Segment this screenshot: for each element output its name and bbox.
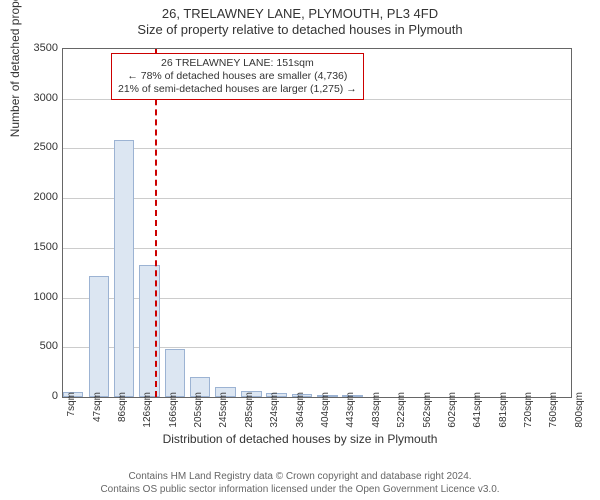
- x-tick-label: 760sqm: [548, 392, 559, 432]
- y-tick-label: 1000: [18, 291, 58, 303]
- x-tick-label: 205sqm: [193, 392, 204, 432]
- chart-plot-area: 26 TRELAWNEY LANE: 151sqm ← 78% of detac…: [62, 48, 572, 398]
- annotation-box: 26 TRELAWNEY LANE: 151sqm ← 78% of detac…: [111, 53, 364, 100]
- chart-title-line1: 26, TRELAWNEY LANE, PLYMOUTH, PL3 4FD: [0, 0, 600, 21]
- x-tick-label: 126sqm: [142, 392, 153, 432]
- x-tick-label: 364sqm: [295, 392, 306, 432]
- x-tick-label: 602sqm: [447, 392, 458, 432]
- x-tick-label: 7sqm: [66, 392, 77, 432]
- x-tick-label: 285sqm: [244, 392, 255, 432]
- histogram-bar: [114, 140, 134, 397]
- x-tick-label: 800sqm: [574, 392, 585, 432]
- x-tick-label: 562sqm: [422, 392, 433, 432]
- x-tick-label: 681sqm: [498, 392, 509, 432]
- y-tick-label: 2000: [18, 191, 58, 203]
- footer-line2: Contains OS public sector information li…: [0, 483, 600, 496]
- x-tick-label: 47sqm: [92, 392, 103, 432]
- footer-line1: Contains HM Land Registry data © Crown c…: [0, 470, 600, 483]
- footer-attribution: Contains HM Land Registry data © Crown c…: [0, 470, 600, 496]
- histogram-bar: [165, 349, 185, 397]
- marker-line: [155, 49, 157, 397]
- x-tick-label: 404sqm: [320, 392, 331, 432]
- grid-line: [63, 198, 571, 199]
- x-tick-label: 324sqm: [269, 392, 280, 432]
- x-axis-label: Distribution of detached houses by size …: [0, 432, 600, 446]
- x-tick-label: 522sqm: [396, 392, 407, 432]
- grid-line: [63, 248, 571, 249]
- x-tick-label: 483sqm: [371, 392, 382, 432]
- x-tick-label: 641sqm: [472, 392, 483, 432]
- histogram-bar: [89, 276, 109, 397]
- y-axis-label: Number of detached properties: [8, 0, 22, 137]
- y-tick-label: 500: [18, 340, 58, 352]
- y-tick-label: 0: [18, 390, 58, 402]
- x-tick-label: 86sqm: [117, 392, 128, 432]
- chart-container: 26, TRELAWNEY LANE, PLYMOUTH, PL3 4FD Si…: [0, 0, 600, 500]
- y-tick-label: 2500: [18, 141, 58, 153]
- annotation-line2: ← 78% of detached houses are smaller (4,…: [118, 70, 357, 83]
- y-tick-label: 3000: [18, 92, 58, 104]
- chart-title-line2: Size of property relative to detached ho…: [0, 21, 600, 37]
- annotation-line3: 21% of semi-detached houses are larger (…: [118, 83, 357, 96]
- x-tick-label: 720sqm: [523, 392, 534, 432]
- x-tick-label: 245sqm: [218, 392, 229, 432]
- x-tick-label: 166sqm: [168, 392, 179, 432]
- grid-line: [63, 148, 571, 149]
- x-tick-label: 443sqm: [345, 392, 356, 432]
- annotation-line1: 26 TRELAWNEY LANE: 151sqm: [118, 57, 357, 70]
- y-tick-label: 3500: [18, 42, 58, 54]
- y-tick-label: 1500: [18, 241, 58, 253]
